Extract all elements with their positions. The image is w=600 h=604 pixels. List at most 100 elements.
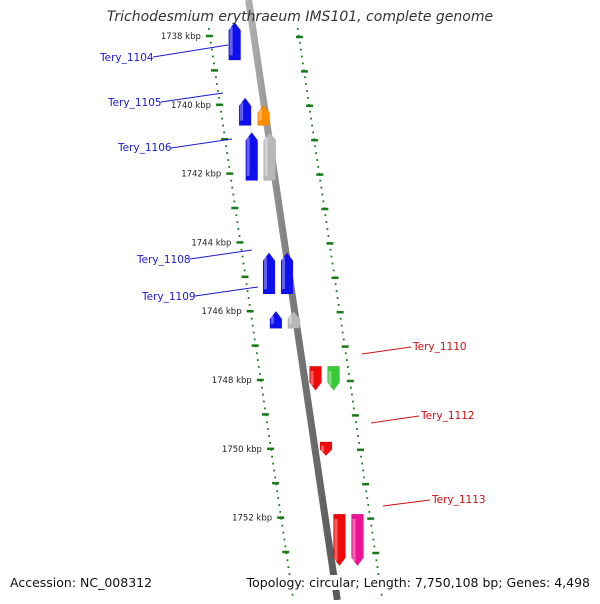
- right-ruler-dot: [335, 290, 338, 292]
- right-ruler-dot: [366, 497, 369, 499]
- gene-label: Tery_1108: [136, 254, 191, 266]
- right-ruler-dot: [352, 400, 354, 403]
- gene-arrow: [238, 97, 252, 126]
- gene-leader-line: [370, 415, 420, 424]
- gene-arrow-highlight: [288, 315, 292, 324]
- right-ruler-dot: [296, 28, 299, 30]
- left-ruler-dot: [231, 186, 234, 189]
- gene-arrow: [309, 365, 322, 391]
- left-ruler-dot: [235, 214, 238, 217]
- left-ruler-dot: [243, 269, 246, 272]
- right-ruler-dot: [367, 504, 370, 506]
- right-ruler-dot: [357, 435, 359, 437]
- gene-arrow-highlight: [334, 518, 338, 561]
- gene-leader-line: [194, 286, 259, 297]
- left-ruler-dot: [277, 497, 280, 499]
- gene-label: Tery_1112: [420, 410, 475, 422]
- right-ruler-dot: [344, 352, 347, 355]
- right-ruler-dot: [373, 545, 376, 548]
- right-ruler-dot: [302, 62, 304, 65]
- gene-arrow: [228, 21, 241, 61]
- gene-label: Tery_1106: [117, 142, 172, 154]
- left-ruler-dot: [261, 386, 263, 389]
- left-ruler-dot: [226, 152, 229, 154]
- right-ruler-dot: [330, 255, 333, 258]
- gene-arrow: [245, 131, 258, 181]
- right-ruler-dot: [340, 324, 343, 327]
- right-ruler-dot: [363, 476, 366, 479]
- gene-arrow-highlight: [240, 102, 244, 121]
- scale-label: 1742 kbp: [181, 170, 221, 180]
- left-ruler-dot: [285, 552, 288, 555]
- left-ruler-dot: [291, 593, 294, 596]
- right-ruler-dot: [362, 469, 365, 472]
- right-ruler-dot: [312, 131, 315, 134]
- right-ruler-dot: [342, 338, 345, 341]
- gene-label: Tery_1105: [107, 97, 162, 109]
- right-ruler-dot: [305, 83, 307, 85]
- left-ruler-dot: [245, 283, 248, 286]
- right-ruler-dot: [300, 55, 303, 58]
- right-ruler-dot: [347, 373, 350, 375]
- left-ruler-dot: [258, 373, 261, 375]
- gene-arrow-highlight: [328, 371, 332, 386]
- left-ruler-dot: [210, 48, 213, 51]
- gene-arrow: [263, 131, 276, 181]
- left-ruler-dot: [284, 545, 287, 548]
- left-ruler-dot: [251, 324, 254, 327]
- left-ruler-dot: [238, 235, 241, 237]
- right-ruler-dot: [316, 159, 319, 161]
- gene-leader-line: [160, 92, 224, 103]
- gene-arrow-highlight: [270, 315, 274, 324]
- left-ruler-dot: [218, 97, 220, 99]
- left-ruler-dot: [237, 228, 240, 230]
- right-ruler-dot: [380, 593, 383, 596]
- left-ruler-dot: [273, 469, 276, 472]
- gene-leader-line: [361, 346, 412, 355]
- scale-label: 1740 kbp: [171, 101, 211, 111]
- right-ruler-dot: [317, 166, 320, 168]
- left-ruler-dot: [215, 76, 217, 79]
- gene-leader-line: [152, 44, 229, 58]
- right-ruler-dot: [350, 386, 352, 389]
- right-ruler-dot: [351, 393, 353, 396]
- left-ruler-dot: [247, 297, 250, 299]
- right-ruler-dot: [325, 221, 328, 223]
- right-ruler-dot: [334, 283, 337, 286]
- genome-summary-text: Topology: circular; Length: 7,750,108 bp…: [244, 575, 590, 590]
- gene-arrow-highlight: [320, 445, 324, 452]
- left-ruler-dot: [256, 359, 259, 361]
- left-ruler-dot: [282, 531, 285, 534]
- gene-leader-line: [382, 499, 431, 507]
- right-ruler-dot: [360, 455, 363, 458]
- scale-label: 1752 kbp: [232, 514, 272, 524]
- right-ruler-dot: [324, 214, 327, 217]
- gene-arrow: [262, 252, 276, 295]
- left-ruler-dot: [264, 407, 266, 410]
- right-ruler-dot: [321, 193, 324, 196]
- gene-label: Tery_1110: [412, 341, 467, 353]
- right-ruler-dot: [371, 531, 374, 534]
- right-ruler-dot: [299, 48, 302, 51]
- map-title: Trichodesmium erythraeum IMS101, complet…: [106, 9, 494, 25]
- gene-arrow-highlight: [310, 371, 314, 386]
- gene-arrow-highlight: [264, 137, 268, 176]
- right-ruler-dot: [339, 317, 342, 320]
- gene-arrow: [269, 310, 283, 329]
- gene-arrow: [327, 365, 340, 391]
- left-ruler-dot: [286, 559, 289, 562]
- gene-arrow-highlight: [258, 109, 262, 121]
- scale-label: 1750 kbp: [222, 445, 262, 455]
- right-ruler-dot: [341, 331, 344, 334]
- left-ruler-dot: [230, 179, 233, 182]
- gene-arrow: [280, 252, 294, 295]
- left-ruler-dot: [209, 41, 212, 44]
- left-ruler-dot: [228, 166, 231, 168]
- right-ruler-dot: [311, 124, 314, 127]
- gene-arrow: [351, 513, 364, 567]
- left-ruler-dot: [271, 455, 274, 458]
- left-ruler-dot: [221, 117, 223, 120]
- right-ruler-dot: [358, 442, 360, 444]
- left-ruler-dot: [268, 435, 270, 437]
